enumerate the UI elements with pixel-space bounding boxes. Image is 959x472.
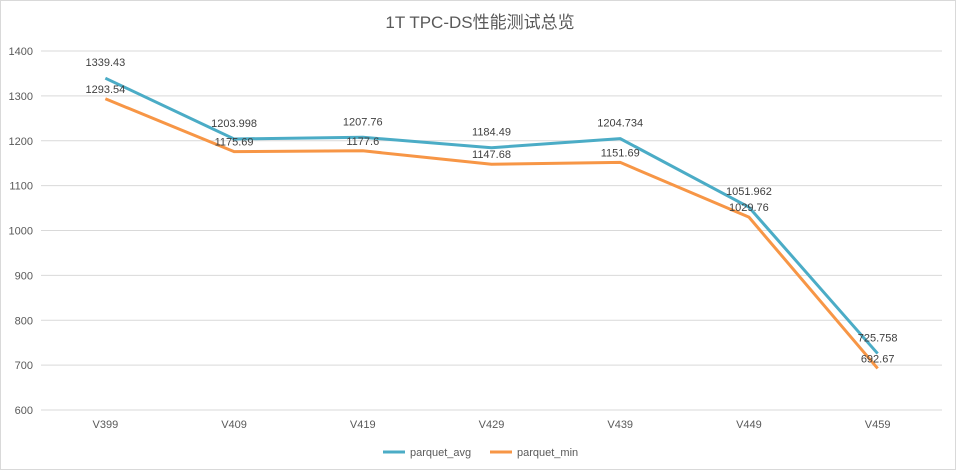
series-line-parquet_avg	[104, 76, 879, 355]
data-label: 1339.43	[85, 57, 125, 69]
chart-title: 1T TPC-DS性能测试总览	[385, 13, 574, 32]
x-tick-label: V409	[221, 419, 247, 431]
data-label: 1151.69	[601, 147, 640, 159]
series-line-parquet_min	[104, 97, 879, 370]
data-label: 692.67	[861, 353, 895, 365]
x-tick-label: V449	[736, 419, 762, 431]
data-label: 1184.49	[472, 127, 511, 139]
data-label: 1147.68	[472, 149, 511, 161]
data-label: 725.758	[858, 333, 898, 345]
y-tick-label: 1100	[9, 181, 33, 193]
y-tick-label: 900	[15, 270, 33, 282]
legend-label: parquet_avg	[410, 447, 471, 459]
data-label: 1175.69	[215, 137, 254, 149]
y-tick-label: 1400	[9, 46, 33, 58]
data-label: 1204.734	[597, 118, 643, 130]
x-tick-label: V419	[350, 419, 376, 431]
x-tick-label: V429	[479, 419, 505, 431]
y-tick-label: 1200	[9, 136, 33, 148]
data-label: 1203.998	[211, 118, 257, 130]
data-label: 1051.962	[726, 186, 772, 198]
y-tick-label: 1000	[9, 226, 33, 238]
data-label: 1293.54	[85, 84, 125, 96]
data-label: 1177.6	[346, 136, 379, 148]
legend-label: parquet_min	[517, 447, 578, 459]
y-tick-label: 700	[15, 360, 33, 372]
x-tick-label: V439	[607, 419, 633, 431]
y-tick-label: 600	[15, 405, 33, 417]
x-tick-label: V459	[865, 419, 891, 431]
y-tick-label: 800	[15, 315, 33, 327]
data-label: 1207.76	[343, 116, 383, 128]
data-label: 1029.76	[729, 202, 769, 214]
x-tick-label: V399	[93, 419, 119, 431]
y-tick-label: 1300	[9, 91, 33, 103]
